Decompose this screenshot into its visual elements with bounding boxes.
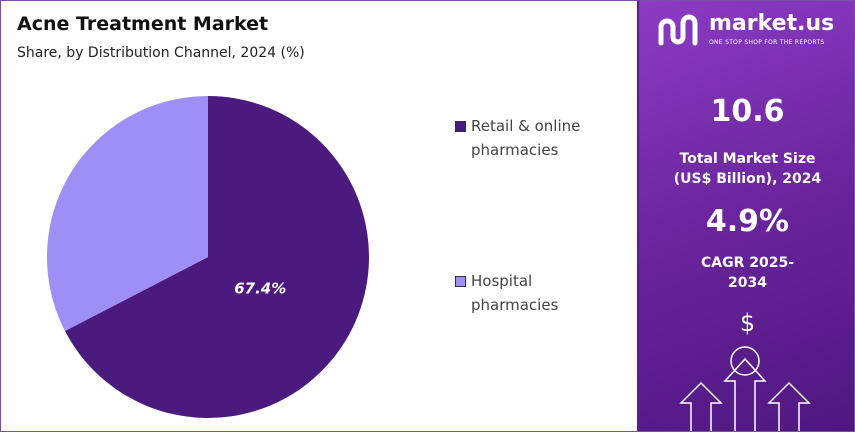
pie-chart: 67.4% — [46, 96, 369, 418]
legend-label: Retail & online pharmacies — [471, 117, 581, 159]
dollar-icon: $ — [739, 309, 756, 337]
arrows — [679, 346, 811, 431]
tagline: ONE STOP SHOP FOR THE REPORTS — [709, 39, 825, 46]
legend-label: Hospital pharmacies — [471, 272, 559, 314]
chart-title: Acne Treatment Market — [17, 13, 269, 35]
legend-item: Retail & online pharmacies — [455, 114, 621, 162]
pie-slice — [46, 96, 208, 331]
side-panel: market.us ONE STOP SHOP FOR THE REPORTS … — [637, 1, 854, 431]
stat-label: CAGR 2025-2034 — [700, 255, 795, 291]
pie-slice — [65, 96, 369, 418]
stat-value: 10.6 — [710, 94, 785, 129]
legend-swatch — [455, 121, 466, 132]
stat-value: 4.9% — [705, 204, 790, 239]
legend-item: Hospital pharmacies — [455, 269, 621, 317]
brand: market.us — [709, 11, 835, 36]
stat-label: Total Market Size (US$ Billion), 2024 — [673, 151, 822, 187]
data-label: 67.4% — [234, 279, 286, 297]
legend-swatch — [455, 276, 466, 287]
chart-subtitle: Share, by Distribution Channel, 2024 (%) — [17, 45, 305, 61]
logo-icon — [658, 14, 698, 46]
